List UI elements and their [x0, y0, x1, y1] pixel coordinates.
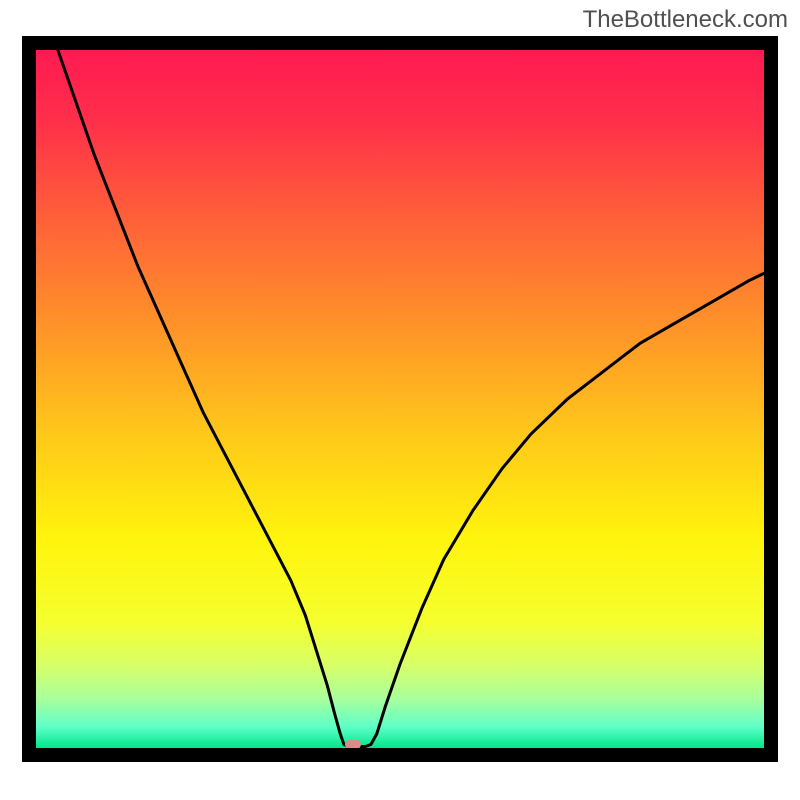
- canvas-root: TheBottleneck.com: [0, 0, 800, 800]
- bottleneck-curve: [0, 0, 800, 800]
- plot-border-left: [22, 36, 36, 762]
- watermark-text: TheBottleneck.com: [583, 6, 788, 34]
- plot-border-top: [22, 36, 778, 50]
- plot-border-right: [764, 36, 778, 762]
- plot-border-bottom: [22, 748, 778, 762]
